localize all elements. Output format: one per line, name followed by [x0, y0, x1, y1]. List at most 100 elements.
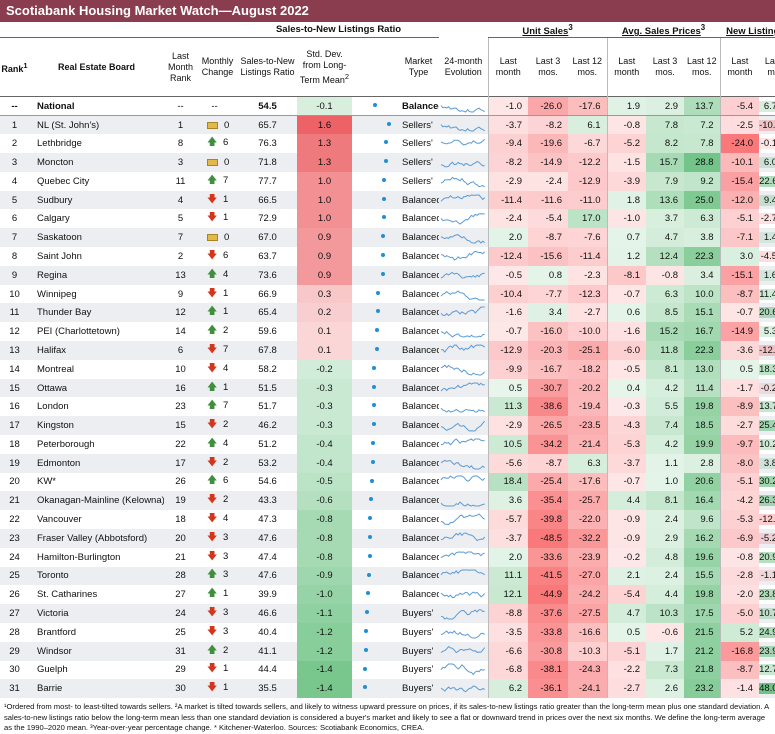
rank: 15 [0, 378, 29, 398]
board-name: Montreal [37, 363, 74, 375]
board-name: Lethbridge [37, 138, 82, 150]
last-month-rank: 17 [164, 453, 197, 473]
new-listings-cell: -8.7 [719, 284, 760, 304]
table-row: 14 Montreal 10 🡇 4 58.2 -0.2 Balanced -9.9 -16.7-… [0, 359, 775, 379]
std-dev-dot [352, 265, 398, 285]
std-dev-value: -1.4 [297, 679, 352, 699]
evolution-sparkline [439, 679, 489, 699]
unit-sales-cell: -36.1 [528, 679, 569, 699]
new-listings-cell: -5.0 [719, 604, 760, 623]
unit-sales-cell: -15.6 [528, 247, 569, 266]
unit-sales-cell: -11.4 [487, 190, 529, 210]
board-name: Saskatoon [29, 228, 164, 248]
unit-sales-cell: -2.3 [568, 265, 608, 285]
rank: 2 [11, 138, 18, 150]
rank: 28 [9, 626, 20, 638]
monthly-change: 🡅 1 [197, 585, 238, 604]
avg-price-cell: 4.2 [646, 435, 685, 454]
std-dev-dot [352, 360, 398, 379]
new-listings-pair: 25.4-3.8 [759, 416, 775, 435]
avg-price-cell: 20.6 [684, 472, 721, 492]
unit-sales-cell: -3.5 [487, 622, 529, 642]
last-month-rank: 27 [175, 589, 186, 601]
market-type: Balanced [398, 378, 440, 398]
avg-price-cell: 3.7 [646, 209, 685, 229]
col-evolution: 24-month Evolution [444, 55, 483, 77]
snlr-value: 40.4 [258, 626, 277, 638]
avg-price-cell: -5.4 [606, 585, 647, 605]
col-board: Real Estate Board [57, 61, 136, 72]
table-row: 19 Edmonton 17 🡇 2 53.2 -0.4 Balanced -5.6 -8.7 6.… [0, 453, 775, 473]
unit-sales-cell: -26.0 [528, 96, 569, 116]
new-listings-cell: -5.1 [719, 472, 760, 492]
arrow-up-icon: 🡅 [207, 569, 218, 581]
unit-sales-cell: -12.2 [568, 153, 608, 172]
market-type: Balanced [402, 438, 440, 450]
new-listings-cell: -0.7 [719, 303, 760, 323]
new-listings-cell: 1.4 [759, 232, 775, 244]
arrow-down-icon: 🡇 [207, 550, 218, 562]
new-listings-cell: -14.9 [719, 322, 760, 342]
rank: 23 [0, 528, 29, 548]
col-ap-last-month: Last month [606, 37, 647, 97]
unit-sales-cell: -10.3 [568, 641, 608, 661]
new-listings-pair: 1.4-10.3 [759, 228, 775, 248]
market-type: Balanced [402, 589, 440, 601]
last-month-rank: 14 [175, 326, 186, 338]
new-listings-pair: -0.2-7.6 [759, 378, 775, 398]
arrow-up-icon: 🡅 [207, 588, 218, 600]
std-dev-value: 0.9 [297, 247, 352, 266]
std-dev-dot [352, 641, 398, 661]
table-row: 20 KW* 26 🡅 6 54.6 -0.5 Balanced 18.4 -25.4 -17.6-… [0, 472, 775, 492]
monthly-change: 🡇 1 [197, 190, 238, 210]
avg-price-cell: 8.1 [646, 359, 685, 379]
std-dev-value: -0.3 [297, 416, 352, 435]
rank: 8 [11, 250, 18, 262]
unit-sales-cell: -12.9 [568, 171, 608, 191]
avg-price-cell: 2.9 [646, 96, 685, 116]
snlr-value: 47.3 [258, 514, 277, 526]
footnotes: ¹Ordered from most- to least-tilted towa… [4, 702, 769, 733]
unit-sales-cell: -2.9 [487, 171, 529, 191]
evolution-sparkline [439, 228, 489, 248]
board-name: St. Catharines [37, 589, 98, 601]
std-dev-value: -0.1 [297, 96, 352, 116]
snlr-value: 72.9 [258, 213, 277, 225]
col-ap-last3: Last 3 mos. [652, 56, 678, 78]
unit-sales-cell: -19.6 [528, 134, 569, 154]
table-row: 18 Peterborough 22 🡅 4 51.2 -0.4 Balanced 10.5 -3… [0, 435, 775, 454]
market-type: Balanced [402, 514, 440, 526]
unit-sales-cell: 3.6 [487, 491, 529, 511]
market-type: Balanced [398, 96, 440, 116]
table-row: 25 Toronto 28 🡅 3 47.6 -0.9 Balanced 11.1 -41.5 -2… [0, 566, 775, 586]
evolution-sparkline [439, 661, 488, 680]
avg-price-cell: -0.7 [606, 472, 647, 492]
evolution-sparkline [439, 473, 488, 492]
arrow-up-icon: 🡅 [207, 325, 218, 337]
last-month-rank: 25 [175, 626, 186, 638]
snlr-value: 53.2 [238, 453, 297, 473]
avg-price-cell: 19.8 [684, 397, 721, 417]
avg-price-cell: -6.0 [606, 341, 647, 360]
new-listings-cell: -4.5 [759, 250, 775, 262]
new-listings-cell: -15.4 [719, 171, 760, 191]
monthly-change: 🡇 6 [197, 247, 238, 266]
avg-price-cell: 13.7 [684, 96, 721, 116]
rank: 25 [0, 566, 29, 586]
snlr-value: 39.9 [258, 589, 277, 601]
new-listings-cell: 48.0 [759, 683, 775, 695]
std-dev-value: 0.1 [297, 322, 352, 342]
evolution-sparkline [439, 190, 489, 210]
rank: 21 [0, 491, 29, 511]
unit-sales-cell: -5.4 [528, 209, 569, 229]
avg-price-cell: 16.2 [684, 528, 721, 548]
unit-sales-cell: -25.1 [568, 341, 608, 360]
col-last-rank: Last Month Rank [167, 50, 193, 83]
avg-price-cell: 8.5 [646, 303, 685, 323]
arrow-down-icon: 🡇 [207, 682, 218, 694]
unit-sales-cell: -44.9 [528, 585, 569, 605]
snlr-value: 54.5 [238, 96, 297, 116]
avg-price-cell: 2.8 [684, 453, 721, 473]
avg-price-cell: -0.9 [606, 528, 647, 548]
avg-price-cell: -4.3 [606, 416, 647, 435]
